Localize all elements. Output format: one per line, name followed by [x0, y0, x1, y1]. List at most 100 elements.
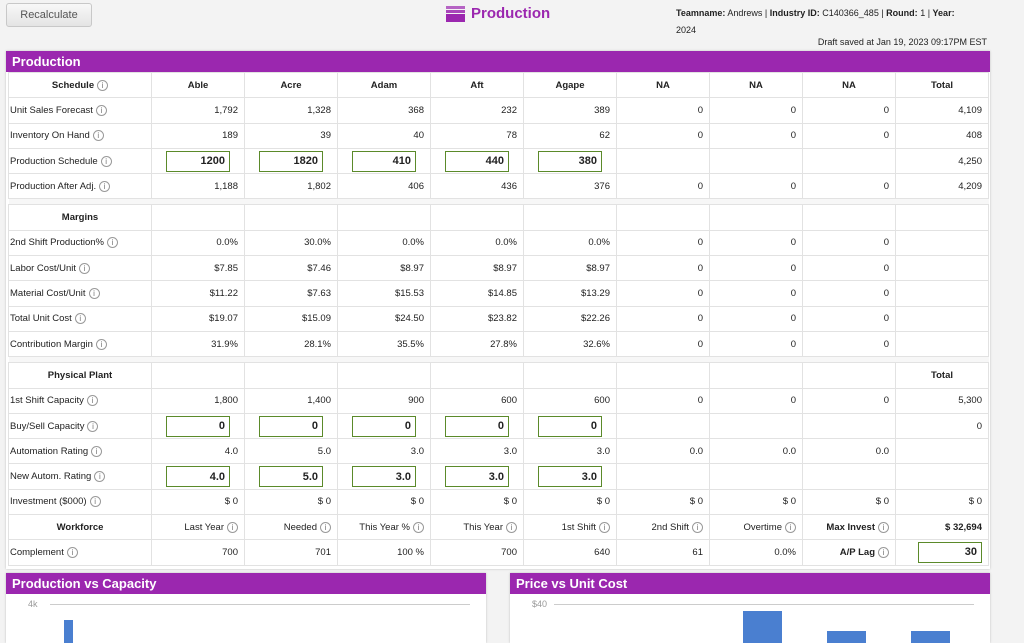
row-label: 2nd Shift Production% i: [8, 229, 152, 257]
table-cell: 1,328: [244, 97, 338, 124]
column-header: Able: [151, 71, 245, 99]
value-input[interactable]: [538, 466, 602, 488]
table-cell: 39: [244, 122, 338, 149]
column-header: [430, 362, 524, 389]
table-cell: 368: [337, 97, 431, 124]
table-cell: $14.85: [430, 280, 524, 307]
table-cell: 4.0: [151, 438, 245, 465]
value-input[interactable]: [166, 415, 230, 437]
table-cell: 4,209: [895, 173, 989, 200]
info-icon[interactable]: i: [107, 237, 119, 249]
table-cell: 0: [802, 305, 896, 332]
value-input[interactable]: [538, 150, 602, 172]
info-icon[interactable]: i: [79, 262, 91, 274]
info-icon[interactable]: i: [66, 546, 78, 558]
value-input[interactable]: [166, 466, 230, 488]
row-label: 1st Shift Capacity i: [8, 387, 152, 414]
table-cell: [895, 438, 989, 465]
panel-title: Production: [6, 51, 990, 72]
table-cell: Max Invest i: [802, 514, 896, 541]
info-icon[interactable]: i: [878, 521, 889, 533]
table-cell: 3.0: [430, 438, 524, 465]
value-input[interactable]: [445, 150, 509, 172]
column-header: [523, 204, 617, 231]
row-label: Total Unit Cost i: [8, 305, 152, 332]
info-icon[interactable]: i: [95, 338, 107, 350]
table-cell: 700: [430, 539, 524, 566]
table-cell: $19.07: [151, 305, 245, 332]
value-input[interactable]: [538, 415, 602, 437]
row-label: Buy/Sell Capacity i: [8, 412, 152, 440]
table-cell: 0: [616, 387, 710, 414]
value-input[interactable]: [259, 415, 323, 437]
column-header: [802, 362, 896, 389]
info-icon[interactable]: i: [88, 288, 100, 300]
info-icon[interactable]: i: [95, 104, 107, 116]
value-input[interactable]: [166, 150, 230, 172]
table-cell: [337, 147, 431, 175]
table-cell: $8.97: [523, 255, 617, 282]
info-icon[interactable]: i: [74, 313, 86, 325]
info-icon[interactable]: i: [227, 521, 238, 533]
table-row: Complement i 700 701 100 % 700 640 61 0.0% A/P La…: [8, 539, 989, 566]
team-info: Teamname: Andrews | Industry ID: C140366…: [676, 8, 955, 35]
production-table: Schedule i Able Acre Adam Aft Agape NA NA NA Total…: [8, 71, 989, 566]
value-input[interactable]: [352, 415, 416, 437]
section-header-row: Margins: [8, 204, 989, 231]
table-cell: $ 0: [709, 488, 803, 516]
value-input[interactable]: [259, 466, 323, 488]
table-row: New Autom. Rating i: [8, 463, 989, 490]
table-cell: $ 0: [337, 488, 431, 516]
info-icon[interactable]: i: [599, 521, 610, 533]
table-cell: $ 32,694: [895, 514, 989, 541]
row-label: Production After Adj. i: [8, 173, 152, 200]
info-icon[interactable]: i: [99, 180, 111, 192]
info-icon[interactable]: i: [97, 79, 109, 91]
info-icon[interactable]: i: [100, 155, 112, 167]
table-cell: Overtime i: [709, 514, 803, 541]
info-icon[interactable]: i: [91, 445, 103, 457]
info-icon[interactable]: i: [785, 521, 796, 533]
table-cell: [616, 463, 710, 490]
value-input[interactable]: [352, 150, 416, 172]
info-icon[interactable]: i: [87, 420, 99, 432]
info-icon[interactable]: i: [878, 546, 889, 558]
table-cell: $15.09: [244, 305, 338, 332]
info-icon[interactable]: i: [413, 521, 424, 533]
value-input[interactable]: [445, 466, 509, 488]
row-label: Contribution Margin i: [8, 330, 152, 358]
table-cell: 100 %: [337, 539, 431, 566]
row-label: Material Cost/Unit i: [8, 280, 152, 307]
table-cell: This Year % i: [337, 514, 431, 541]
info-icon[interactable]: i: [89, 496, 101, 508]
table-cell: 0: [802, 122, 896, 149]
table-cell: 5.0: [244, 438, 338, 465]
info-icon[interactable]: i: [692, 521, 703, 533]
table-cell: 1st Shift i: [523, 514, 617, 541]
info-icon[interactable]: i: [320, 521, 331, 533]
table-cell: [337, 412, 431, 440]
table-cell: 0: [616, 305, 710, 332]
column-header: [802, 204, 896, 231]
page-title-text: Production: [471, 5, 551, 22]
table-cell: [151, 412, 245, 440]
table-cell: 32.6%: [523, 330, 617, 358]
table-cell: 1,802: [244, 173, 338, 200]
row-label: Inventory On Hand i: [8, 122, 152, 149]
ap-lag-input[interactable]: [918, 541, 982, 563]
table-cell: $13.29: [523, 280, 617, 307]
value-input[interactable]: [259, 150, 323, 172]
recalculate-button[interactable]: Recalculate: [6, 3, 92, 27]
table-cell: 0: [709, 387, 803, 414]
table-cell: $15.53: [337, 280, 431, 307]
info-icon[interactable]: i: [94, 471, 106, 483]
info-icon[interactable]: i: [92, 130, 104, 142]
value-input[interactable]: [445, 415, 509, 437]
section-header: Physical Plant: [8, 362, 152, 389]
info-icon[interactable]: i: [86, 395, 98, 407]
info-icon[interactable]: i: [506, 521, 517, 533]
value-input[interactable]: [352, 466, 416, 488]
table-cell: [616, 412, 710, 440]
table-row: Material Cost/Unit i $11.22 $7.63 $15.53 $14.…: [8, 280, 989, 307]
row-label: Complement i: [8, 539, 152, 566]
